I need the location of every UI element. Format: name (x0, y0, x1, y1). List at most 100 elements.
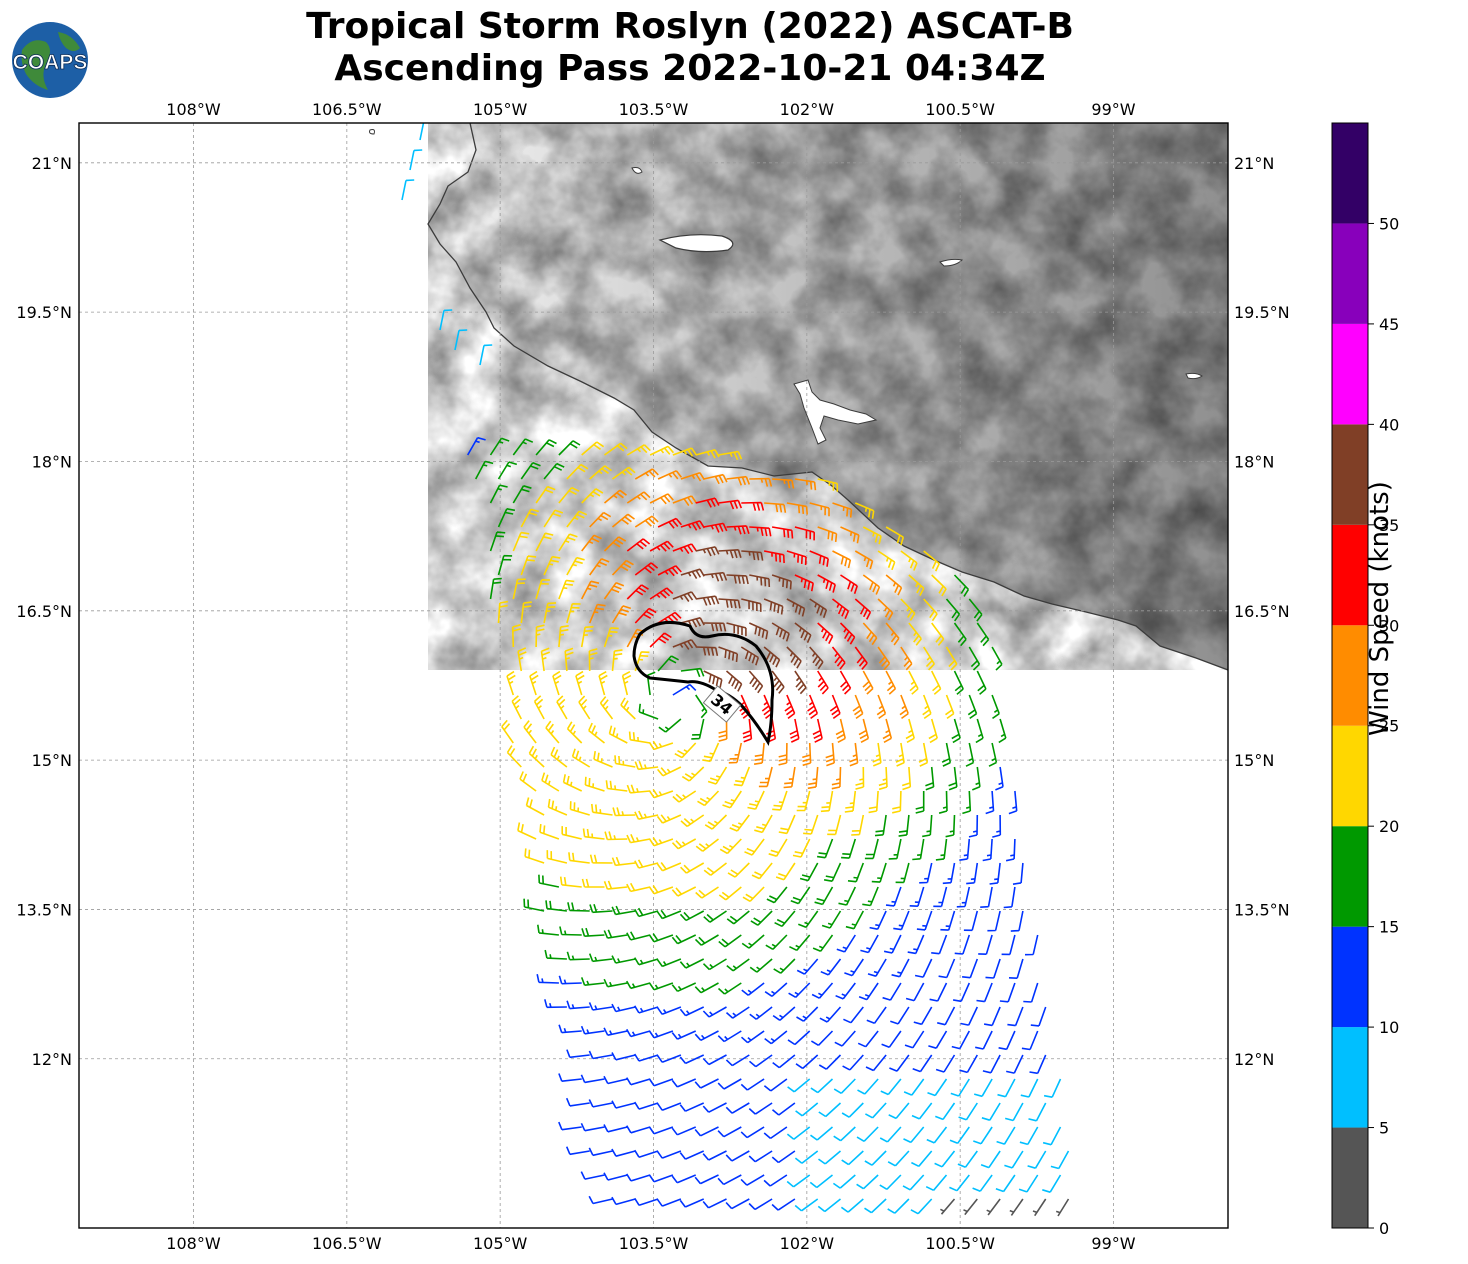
wind-barb (927, 1078, 948, 1097)
wind-barb (612, 807, 636, 817)
wind-barb (672, 790, 697, 803)
wind-barb (965, 742, 975, 767)
wind-barb (887, 1198, 910, 1214)
wind-barb (535, 485, 556, 504)
wind-barb (948, 766, 958, 791)
colorbar-tick-label: 15 (1379, 918, 1399, 937)
wind-barb (605, 780, 628, 792)
wind-barb (695, 694, 708, 719)
wind-barb (634, 515, 659, 528)
wind-barb (978, 934, 993, 955)
lat-tick-label-left: 18°N (32, 452, 72, 471)
wind-barb (751, 862, 773, 880)
wind-barb (648, 1126, 674, 1135)
lat-tick-label-right: 15°N (1234, 751, 1274, 770)
wind-barb (922, 814, 933, 838)
wind-barb (671, 1126, 697, 1136)
wind-barb (658, 718, 682, 733)
wind-barb (840, 1198, 864, 1213)
wind-barb (995, 1174, 1016, 1193)
wind-barb (956, 886, 971, 908)
wind-barb (975, 1030, 993, 1050)
wind-barb (975, 718, 984, 744)
wind-barb (857, 1030, 879, 1048)
wind-barb (817, 526, 838, 542)
wind-barb (611, 605, 632, 624)
wind-barb (695, 546, 720, 557)
lat-tick-label-left: 21°N (32, 154, 72, 173)
wind-barb (725, 1198, 750, 1210)
wind-barb (942, 862, 956, 885)
wind-barb (807, 766, 819, 790)
wind-barb (878, 766, 888, 791)
wind-barb (626, 931, 651, 941)
wind-barb (895, 862, 910, 884)
wind-barb (679, 1102, 705, 1112)
wind-barb (908, 670, 919, 695)
wind-barb (749, 1006, 773, 1020)
wind-barb (545, 900, 567, 912)
wind-barb (976, 670, 987, 695)
wind-barb (589, 903, 613, 914)
wind-barb (798, 910, 819, 929)
wind-barb (489, 484, 508, 504)
lon-tick-label-bottom: 99°W (1091, 1234, 1135, 1253)
wind-barb (558, 975, 582, 985)
wind-barb (725, 1102, 750, 1114)
wind-barb (854, 646, 868, 670)
wind-barb (648, 933, 674, 943)
wind-barb (764, 1030, 788, 1045)
wind-barb (890, 1006, 910, 1025)
wind-barb (718, 886, 742, 901)
wind-barb (748, 670, 764, 694)
wind-barb (923, 598, 938, 622)
wind-barb (854, 598, 872, 620)
wind-barb (1032, 1198, 1047, 1217)
wind-barb (1005, 838, 1016, 862)
wind-barb (580, 977, 605, 986)
wind-barb (916, 910, 933, 931)
wind-barb (885, 574, 903, 596)
wind-barb (680, 814, 705, 828)
wind-barb (796, 958, 819, 975)
colorbar-bin (1332, 625, 1368, 726)
coastline (427, 123, 1228, 671)
wind-barb (649, 540, 674, 552)
wind-barb (812, 934, 834, 952)
wind-barb (703, 670, 723, 688)
wind-barb (620, 697, 636, 720)
wind-barb (742, 886, 765, 902)
wind-barb (694, 934, 719, 946)
wind-barb (811, 982, 834, 999)
wind-barb (657, 565, 682, 577)
wind-barb (858, 718, 870, 744)
wind-barb (951, 718, 961, 744)
wind-barb (626, 1173, 651, 1182)
wind-barb (611, 955, 636, 964)
wind-barb (852, 694, 864, 720)
wind-barb (833, 1078, 856, 1094)
wind-barb (680, 617, 705, 628)
lon-tick-label-top: 102°W (780, 100, 835, 119)
wind-barb (680, 520, 705, 531)
wind-barb (511, 695, 523, 720)
wind-barb (726, 475, 751, 486)
wind-barb (649, 445, 675, 456)
wind-barb (603, 1124, 628, 1133)
wind-barb (559, 876, 582, 888)
wind-barb (904, 1030, 925, 1049)
wind-barb (512, 485, 532, 504)
wind-barb (718, 499, 743, 510)
wind-barb (517, 647, 527, 672)
wind-barb (695, 886, 719, 899)
lon-tick-label-bottom: 103.5°W (619, 1234, 689, 1253)
wind-barb (862, 670, 874, 695)
wind-barb (691, 718, 705, 740)
wind-barb (988, 742, 998, 767)
wind-barb (558, 486, 580, 504)
wind-barb (740, 646, 760, 666)
wind-barb (792, 838, 811, 858)
wind-barb (926, 1126, 948, 1144)
wind-barb (694, 1078, 719, 1089)
wind-barb (809, 598, 828, 618)
